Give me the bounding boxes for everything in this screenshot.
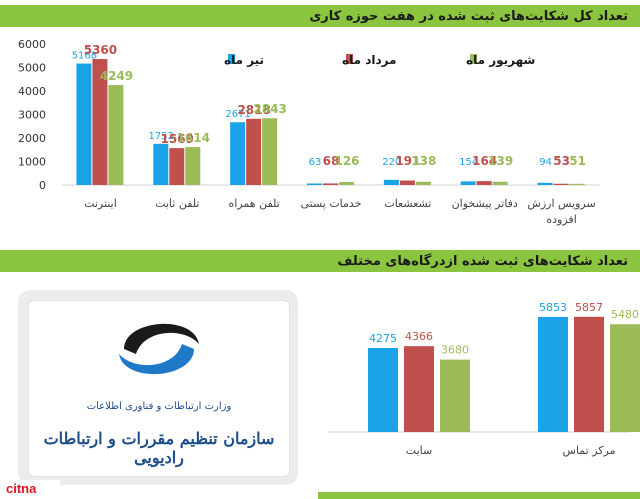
legend-label: مرداد ماه — [342, 53, 397, 67]
bar — [460, 181, 476, 185]
legend-swatch — [346, 54, 353, 64]
data-label: 4249 — [100, 69, 133, 83]
category-label: تلفن همراه — [229, 197, 280, 210]
y-tick-label: 2000 — [18, 132, 46, 145]
cra-logo-card: وزارت ارتباطات و فناوری اطلاعات سازمان ت… — [18, 290, 298, 485]
cra-emblem-icon — [119, 323, 199, 375]
section1-header: تعداد کل شکایت‌های ثبت شده در هفت حوزه ک… — [309, 5, 640, 27]
data-label: 2671 — [225, 109, 250, 120]
data-label: 53 — [553, 154, 570, 168]
category-label: اینترنت — [84, 197, 117, 210]
bar — [610, 324, 640, 432]
data-label: 1752 — [149, 131, 174, 142]
bar — [492, 181, 508, 185]
bar — [262, 118, 278, 185]
data-label: 68 — [323, 154, 340, 168]
bar — [307, 183, 322, 185]
header-bar-left — [0, 5, 314, 27]
bar — [339, 182, 354, 185]
data-label: 5360 — [84, 43, 117, 57]
ministry-name: وزارت ارتباطات و فناوری اطلاعات — [86, 401, 232, 412]
category-label: تلفن ثابت — [155, 197, 199, 210]
data-label: 126 — [334, 154, 359, 168]
y-tick-label: 0 — [39, 179, 46, 192]
data-label: 2818 — [237, 103, 270, 117]
data-label: 5857 — [575, 301, 603, 314]
citna-watermark: citna — [4, 480, 60, 497]
section1-title: تعداد کل شکایت‌های ثبت شده در هفت حوزه ک… — [309, 8, 628, 24]
data-label: 138 — [411, 154, 436, 168]
category-label: تشعشعات — [384, 197, 431, 210]
y-tick-label: 1000 — [18, 156, 46, 169]
data-label: 220 — [382, 157, 401, 168]
y-tick-label: 5000 — [18, 62, 46, 75]
data-label: 2843 — [253, 102, 286, 116]
bar — [537, 182, 553, 185]
bar — [383, 179, 399, 185]
header-bar-left-2 — [0, 250, 314, 272]
category-label: دفاتر پیشخوان — [452, 197, 518, 210]
bar — [440, 359, 470, 432]
bar — [230, 122, 246, 185]
y-tick-label: 3000 — [18, 109, 46, 122]
complaints-by-domain-chart: 0100020003000400050006000516853604249این… — [18, 38, 600, 226]
complaints-by-channel-chart: 4275 4366 3680 سایت 5853 5857 5480 مرکز تماس — [328, 301, 640, 457]
data-label: 51 — [569, 154, 586, 168]
data-label: 4275 — [369, 332, 397, 345]
bar — [169, 148, 185, 185]
legend-label: تیر ماه — [224, 53, 264, 67]
data-label: 5853 — [539, 301, 567, 314]
bar — [404, 346, 434, 432]
data-label: 191 — [395, 154, 420, 168]
data-label: 63 — [309, 157, 322, 168]
bar — [246, 118, 262, 185]
category-label: خدمات پستی — [300, 197, 361, 210]
bar — [476, 181, 492, 185]
data-label: 5168 — [72, 51, 97, 62]
y-tick-label: 6000 — [18, 38, 46, 51]
section2-title: تعداد شکایت‌های ثبت شده ازدرگاه‌های مختل… — [337, 253, 628, 269]
section2-header: تعداد شکایت‌های ثبت شده ازدرگاه‌های مختل… — [314, 250, 640, 272]
legend-swatch — [470, 54, 477, 64]
bar — [569, 183, 585, 185]
data-label: 94 — [539, 157, 552, 168]
bar — [574, 316, 604, 432]
category-label-line2: افزوده — [546, 213, 576, 226]
data-label: 154 — [459, 157, 478, 168]
category-label: سایت — [406, 444, 432, 457]
data-label: 3680 — [441, 344, 469, 357]
legend-swatch — [228, 54, 235, 64]
bar — [76, 63, 92, 185]
bar — [538, 316, 568, 432]
organization-name: سازمان تنظیم مقررات و ارتباطات رادیویی — [43, 429, 275, 467]
bar — [415, 181, 431, 185]
bar — [185, 147, 201, 185]
bar — [553, 183, 569, 185]
data-label: 4366 — [405, 330, 433, 343]
data-label: 1614 — [177, 131, 210, 145]
bar — [92, 59, 108, 185]
bar — [153, 143, 169, 185]
cra-logo-frame: وزارت ارتباطات و فناوری اطلاعات سازمان ت… — [28, 300, 290, 477]
legend-label: شهریور ماه — [466, 53, 535, 68]
bar — [368, 347, 398, 432]
bar — [108, 85, 124, 185]
data-label: 139 — [488, 154, 513, 168]
data-label: 1569 — [161, 132, 194, 146]
category-label: سرویس ارزش — [527, 197, 595, 210]
bar — [399, 180, 415, 185]
data-label: 5480 — [611, 308, 639, 321]
category-label: مرکز تماس — [563, 444, 616, 457]
bar — [323, 183, 338, 185]
bottom-header-stub — [318, 492, 640, 499]
y-tick-label: 4000 — [18, 85, 46, 98]
data-label: 164 — [472, 154, 497, 168]
